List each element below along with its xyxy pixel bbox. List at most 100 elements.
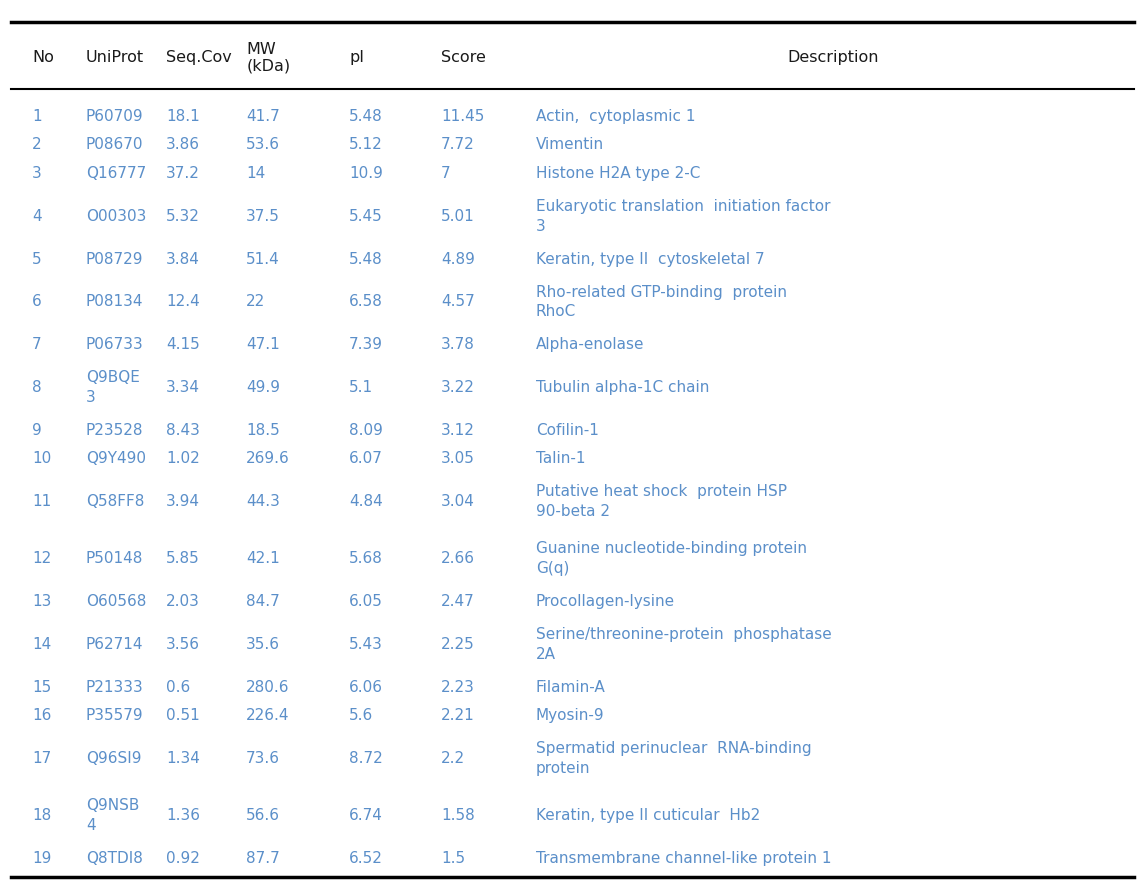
Text: 3.22: 3.22 — [441, 380, 475, 395]
Text: 1.5: 1.5 — [441, 851, 465, 866]
Text: 2.47: 2.47 — [441, 594, 474, 609]
Text: 4.15: 4.15 — [166, 337, 199, 353]
Text: 2.23: 2.23 — [441, 680, 475, 694]
Text: 84.7: 84.7 — [246, 594, 279, 609]
Text: 18.1: 18.1 — [166, 109, 199, 124]
Text: 2.03: 2.03 — [166, 594, 200, 609]
Text: 8: 8 — [32, 380, 41, 395]
Text: 73.6: 73.6 — [246, 751, 281, 766]
Text: 269.6: 269.6 — [246, 451, 290, 466]
Text: 18: 18 — [32, 808, 52, 823]
Text: Q9BQE
3: Q9BQE 3 — [86, 370, 140, 405]
Text: 10: 10 — [32, 451, 52, 466]
Text: 3.86: 3.86 — [166, 138, 200, 153]
Text: 5.48: 5.48 — [349, 251, 382, 266]
Text: 4: 4 — [32, 209, 41, 224]
Text: Q9NSB
4: Q9NSB 4 — [86, 798, 140, 833]
Text: 6: 6 — [32, 295, 42, 309]
Text: 3.34: 3.34 — [166, 380, 200, 395]
Text: 6.74: 6.74 — [349, 808, 384, 823]
Text: 1.36: 1.36 — [166, 808, 200, 823]
Text: Rho-related GTP-binding  protein
RhoC: Rho-related GTP-binding protein RhoC — [536, 284, 787, 320]
Text: Histone H2A type 2-C: Histone H2A type 2-C — [536, 166, 701, 181]
Text: 5.43: 5.43 — [349, 637, 384, 652]
Text: 10.9: 10.9 — [349, 166, 384, 181]
Text: Q8TDI8: Q8TDI8 — [86, 851, 143, 866]
Text: 87.7: 87.7 — [246, 851, 279, 866]
Text: Vimentin: Vimentin — [536, 138, 603, 153]
Text: 7.39: 7.39 — [349, 337, 384, 353]
Text: Eukaryotic translation  initiation factor
3: Eukaryotic translation initiation factor… — [536, 199, 830, 234]
Text: 18.5: 18.5 — [246, 423, 279, 438]
Text: 53.6: 53.6 — [246, 138, 281, 153]
Text: Q16777: Q16777 — [86, 166, 147, 181]
Text: No: No — [32, 51, 54, 65]
Text: 44.3: 44.3 — [246, 495, 281, 510]
Text: Serine/threonine-protein  phosphatase
2A: Serine/threonine-protein phosphatase 2A — [536, 627, 831, 662]
Text: 6.05: 6.05 — [349, 594, 384, 609]
Text: 3.56: 3.56 — [166, 637, 200, 652]
Text: 2.66: 2.66 — [441, 551, 475, 567]
Text: 13: 13 — [32, 594, 52, 609]
Text: 6.07: 6.07 — [349, 451, 384, 466]
Text: O60568: O60568 — [86, 594, 147, 609]
Text: 1: 1 — [32, 109, 41, 124]
Text: 7: 7 — [32, 337, 41, 353]
Text: 11.45: 11.45 — [441, 109, 484, 124]
Text: 5: 5 — [32, 251, 41, 266]
Text: Transmembrane channel-like protein 1: Transmembrane channel-like protein 1 — [536, 851, 831, 866]
Text: 2.25: 2.25 — [441, 637, 474, 652]
Text: 3.05: 3.05 — [441, 451, 475, 466]
Text: Talin-1: Talin-1 — [536, 451, 585, 466]
Text: Keratin, type II cuticular  Hb2: Keratin, type II cuticular Hb2 — [536, 808, 760, 823]
Text: 47.1: 47.1 — [246, 337, 279, 353]
Text: 2.21: 2.21 — [441, 709, 474, 724]
Text: 3.78: 3.78 — [441, 337, 475, 353]
Text: Filamin-A: Filamin-A — [536, 680, 606, 694]
Text: 5.48: 5.48 — [349, 109, 382, 124]
Text: Score: Score — [441, 51, 485, 65]
Text: 15: 15 — [32, 680, 52, 694]
Text: 51.4: 51.4 — [246, 251, 279, 266]
Text: 14: 14 — [32, 637, 52, 652]
Text: 22: 22 — [246, 295, 266, 309]
Text: Cofilin-1: Cofilin-1 — [536, 423, 599, 438]
Text: Spermatid perinuclear  RNA-binding
protein: Spermatid perinuclear RNA-binding protei… — [536, 741, 812, 776]
Text: 17: 17 — [32, 751, 52, 766]
Text: Q9Y490: Q9Y490 — [86, 451, 145, 466]
Text: P08729: P08729 — [86, 251, 143, 266]
Text: Tubulin alpha-1C chain: Tubulin alpha-1C chain — [536, 380, 709, 395]
Text: 280.6: 280.6 — [246, 680, 290, 694]
Text: P62714: P62714 — [86, 637, 143, 652]
Text: 0.51: 0.51 — [166, 709, 199, 724]
Text: 41.7: 41.7 — [246, 109, 279, 124]
Text: 3.84: 3.84 — [166, 251, 200, 266]
Text: Q96SI9: Q96SI9 — [86, 751, 141, 766]
Text: 37.2: 37.2 — [166, 166, 200, 181]
Text: UniProt: UniProt — [86, 51, 144, 65]
Text: 5.01: 5.01 — [441, 209, 474, 224]
Text: 5.32: 5.32 — [166, 209, 200, 224]
Text: O00303: O00303 — [86, 209, 147, 224]
Text: 4.57: 4.57 — [441, 295, 474, 309]
Text: Guanine nucleotide-binding protein
G(q): Guanine nucleotide-binding protein G(q) — [536, 542, 807, 576]
Text: 3.04: 3.04 — [441, 495, 475, 510]
Text: 49.9: 49.9 — [246, 380, 281, 395]
Text: Keratin, type II  cytoskeletal 7: Keratin, type II cytoskeletal 7 — [536, 251, 765, 266]
Text: 5.1: 5.1 — [349, 380, 373, 395]
Text: 9: 9 — [32, 423, 42, 438]
Text: 2.2: 2.2 — [441, 751, 465, 766]
Text: P21333: P21333 — [86, 680, 143, 694]
Text: 6.52: 6.52 — [349, 851, 384, 866]
Text: 5.45: 5.45 — [349, 209, 382, 224]
Text: 12.4: 12.4 — [166, 295, 199, 309]
Text: 5.6: 5.6 — [349, 709, 373, 724]
Text: 2: 2 — [32, 138, 41, 153]
Text: P08134: P08134 — [86, 295, 143, 309]
Text: Alpha-enolase: Alpha-enolase — [536, 337, 645, 353]
Text: 11: 11 — [32, 495, 52, 510]
Text: 7: 7 — [441, 166, 450, 181]
Text: P06733: P06733 — [86, 337, 143, 353]
Text: 5.68: 5.68 — [349, 551, 384, 567]
Text: 226.4: 226.4 — [246, 709, 290, 724]
